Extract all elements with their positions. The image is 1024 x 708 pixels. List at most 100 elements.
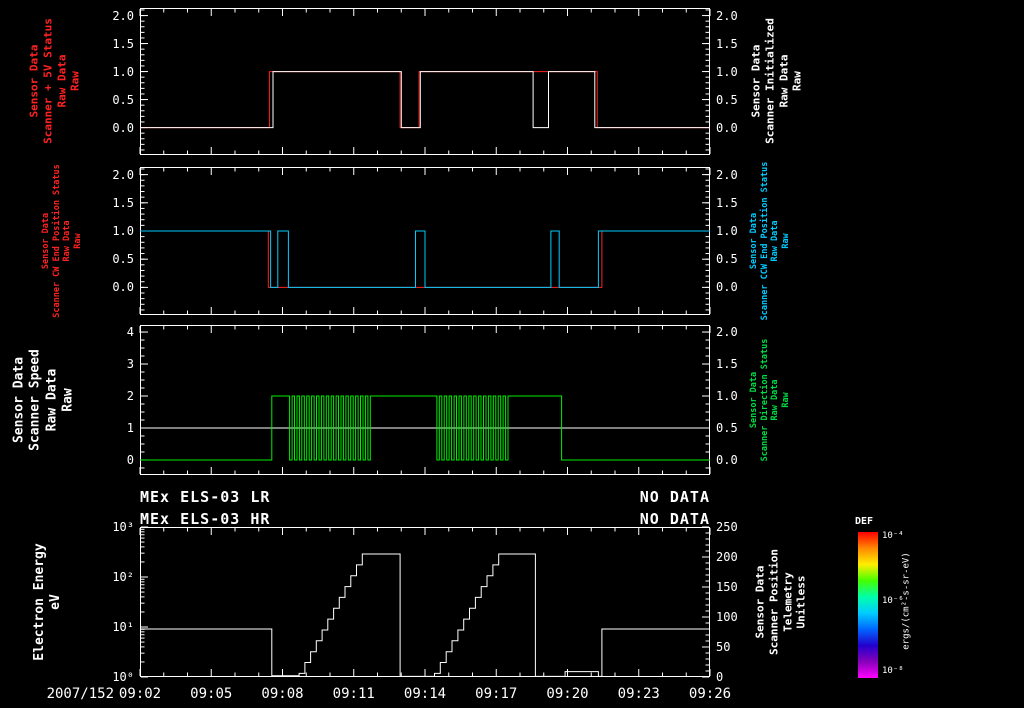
series-scanner-direction-status-raw: [140, 395, 710, 461]
y-tick-label: 0: [126, 452, 134, 467]
axis-title-line: Scanner Position: [767, 549, 781, 655]
y-tick-label: 1.5: [716, 357, 738, 372]
y-tick-label: 200: [716, 550, 738, 564]
x-tick-label: 09:26: [688, 686, 732, 702]
axis-title-line: Raw Data: [62, 220, 72, 262]
axis-title-line: Telemetry: [781, 572, 794, 632]
axis-title-line: Scanner Speed: [27, 349, 43, 451]
panel-energy-scanner-position: [139, 526, 711, 678]
els-hr-label: MEx ELS-03 HR: [140, 510, 271, 528]
axis-title-line: Raw: [68, 71, 82, 91]
y-tick-label: 4: [126, 325, 134, 340]
y-tick-label: 1.5: [716, 36, 738, 51]
axis-title-line: Sensor Data: [753, 565, 767, 639]
y-tick-label: 2.0: [716, 167, 738, 182]
y-tick-label: 0.0: [112, 280, 134, 295]
y-tick-label: 2.0: [112, 167, 134, 182]
axis-title-line: Sensor Data: [40, 212, 51, 270]
axis-title-line: Scanner CW End Position Status: [51, 164, 62, 318]
y-tick-label: 1: [126, 420, 134, 435]
colorbar-tick-label: 10⁻⁶: [882, 595, 904, 606]
series-scanner-ccw-end-position-status-raw: [140, 230, 710, 288]
y-tick-label: 0.5: [716, 252, 738, 267]
panel-scanner-end-position: [139, 167, 711, 315]
axis-title-line: Raw: [790, 71, 804, 91]
y-tick-label: 2.0: [716, 8, 738, 23]
y-tick-label: 2.0: [716, 325, 738, 340]
y-tick-label: 1.5: [716, 195, 738, 210]
date-label: 2007/152: [46, 686, 114, 702]
p1-left-axis-title: Sensor Data Scanner + 5V Status Raw Data Ra…: [28, 18, 83, 144]
axis-title-line: Sensor Data: [27, 44, 41, 118]
x-tick-label: 09:23: [617, 686, 660, 702]
y-tick-label: 0.0: [716, 452, 738, 467]
y-tick-label: 0.5: [112, 252, 134, 267]
axis-title-line: Raw Data: [770, 220, 780, 262]
colorbar-tick-label: 10⁻⁸: [882, 665, 904, 676]
axis-title-line: Electron Energy: [31, 543, 47, 661]
x-tick-label: 09:14: [403, 686, 447, 702]
x-tick-label: 09:20: [546, 686, 589, 702]
els-lr-label: MEx ELS-03 LR: [140, 488, 271, 506]
y-tick-label: 0.5: [716, 92, 738, 107]
axis-title-line: Raw Data: [44, 368, 59, 432]
p2-left-axis-title: Sensor Data Scanner CW End Position Statu…: [41, 164, 84, 318]
axis-title-line: eV: [48, 594, 63, 610]
y-tick-label: 2: [126, 389, 134, 403]
series-scanner-initialized-raw: [140, 71, 710, 129]
els-hr-no-data-value: NO DATA: [639, 510, 710, 528]
els-lr-status-row: MEx ELS-03 LR NO DATA: [140, 488, 710, 506]
y-tick-label: 10¹: [112, 620, 134, 634]
y-tick-label: 0.0: [112, 120, 134, 135]
axis-title-line: Scanner Direction Status: [759, 338, 770, 462]
p1-right-axis-title: Sensor Data Scanner Initialized Raw Data Ra…: [750, 18, 805, 144]
colorbar-title: DEF: [855, 516, 874, 527]
y-tick-label: 3: [126, 357, 134, 372]
p4-left-axis-title: Electron Energy eV: [32, 543, 65, 660]
y-tick-label: 0.0: [716, 120, 738, 135]
y-tick-label: 0.0: [716, 280, 738, 295]
axis-title-line: Raw: [780, 392, 791, 408]
p3-right-axis-title: Sensor Data Scanner Direction Status Raw D…: [749, 339, 792, 462]
colorbar: [858, 532, 878, 678]
y-tick-label: 250: [716, 520, 738, 534]
axis-title-line: Scanner CCW End Position Status: [759, 161, 770, 321]
y-tick-label: 1.0: [716, 223, 738, 238]
panel-scanner-5v-initialized: [139, 8, 711, 155]
y-tick-label: 10²: [112, 570, 134, 584]
axis-title-line: Scanner + 5V Status: [41, 18, 55, 144]
axis-title-line: Raw Data: [770, 379, 780, 421]
axis-title-line: Raw: [780, 233, 791, 249]
x-tick-label: 09:17: [475, 686, 518, 702]
series-scanner-5v-status-raw: [140, 71, 710, 129]
axis-title-line: Sensor Data: [11, 356, 27, 444]
p2-right-axis-title: Sensor Data Scanner CCW End Position Stat…: [749, 162, 792, 321]
panel-scanner-speed-direction: [139, 325, 711, 475]
y-tick-label: 1.0: [716, 389, 738, 403]
y-tick-label: 150: [716, 580, 738, 594]
axis-title-line: Sensor Data: [749, 44, 763, 118]
colorbar-tick-label: 10⁻⁴: [882, 531, 904, 542]
axis-title-line: Raw: [72, 233, 83, 249]
y-tick-label: 50: [716, 640, 731, 654]
y-tick-label: 1.0: [112, 223, 134, 238]
axis-title-line: Raw Data: [55, 54, 68, 108]
y-tick-label: 0: [716, 670, 724, 684]
axis-title-line: Sensor Data: [748, 212, 759, 270]
y-tick-label: 1.0: [112, 64, 134, 79]
series-scanner-position-telemetry: [140, 553, 710, 677]
y-tick-label: 1.5: [112, 195, 134, 210]
x-tick-label: 09:11: [332, 686, 375, 702]
y-tick-label: 1.5: [112, 36, 134, 51]
p4-right-axis-title: Sensor Data Scanner Position Telemetry Unit…: [754, 549, 809, 655]
p3-left-axis-title: Sensor Data Scanner Speed Raw Data Raw: [12, 349, 77, 451]
axis-title-line: Raw: [60, 388, 76, 412]
y-tick-label: 100: [716, 610, 738, 624]
els-lr-no-data-value: NO DATA: [639, 488, 710, 506]
x-tick-label: 09:02: [118, 686, 162, 702]
y-tick-label: 10³: [112, 520, 134, 534]
x-tick-label: 09:08: [261, 686, 304, 702]
y-tick-label: 2.0: [112, 8, 134, 23]
x-tick-label: 09:05: [190, 686, 233, 702]
